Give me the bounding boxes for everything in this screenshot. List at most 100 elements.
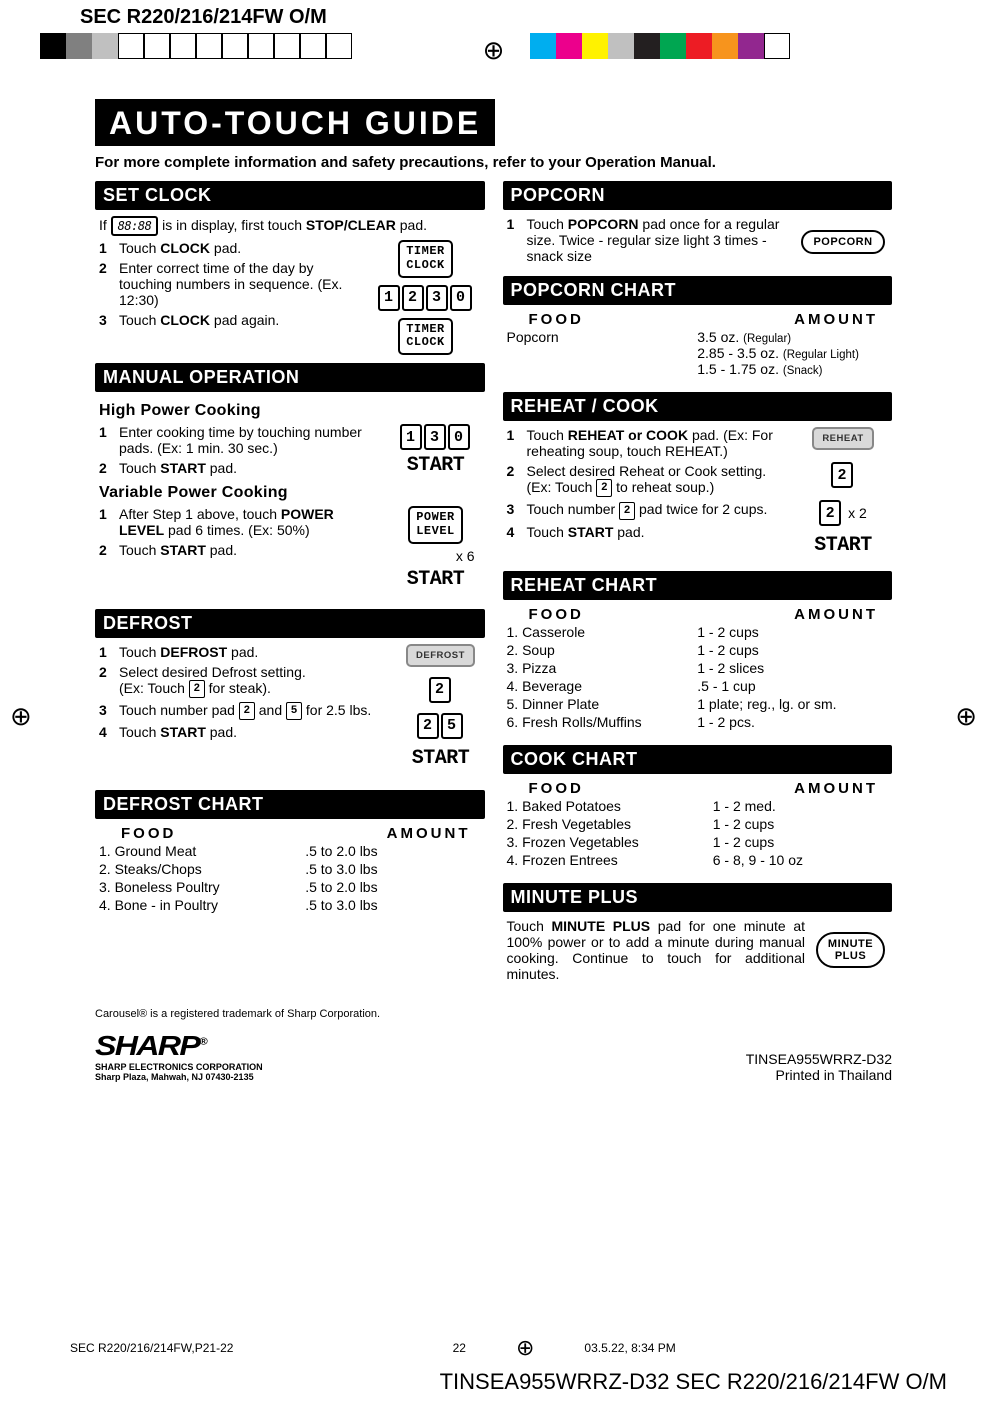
swatch xyxy=(660,33,686,59)
popcorn-chart-cols: FOODAMOUNT xyxy=(507,311,889,328)
reheat-key-2: 2 xyxy=(831,462,853,488)
popcorn-chart-row: Popcorn 3.5 oz. (Regular) 2.85 - 3.5 oz.… xyxy=(507,328,889,378)
print-swatch-bar: ⊕ xyxy=(0,29,987,69)
registration-mark-right-icon: ⊕ xyxy=(955,701,977,732)
reheat-chart-cols: FOODAMOUNT xyxy=(507,606,889,623)
swatch xyxy=(608,33,634,59)
table-row: 3. Pizza1 - 2 slices xyxy=(507,659,889,677)
clock-step-2: Enter correct time of the day by touchin… xyxy=(119,260,363,308)
swatch xyxy=(634,33,660,59)
popcorn-s1: Touch POPCORN pad once for a regular siz… xyxy=(527,216,791,264)
timer-clock-button-2[interactable]: TIMER CLOCK xyxy=(398,318,453,356)
swatch xyxy=(144,33,170,59)
table-row: 4. Frozen Entrees6 - 8, 9 - 10 oz xyxy=(507,851,889,869)
high-power-subhead: High Power Cooking xyxy=(99,402,481,420)
swatch xyxy=(582,33,608,59)
timer-clock-button[interactable]: TIMER CLOCK xyxy=(398,240,453,278)
table-row: 2. Soup1 - 2 cups xyxy=(507,641,889,659)
swatch xyxy=(66,33,92,59)
defrost-key-25a: 2 xyxy=(417,713,439,739)
popcorn-button[interactable]: POPCORN xyxy=(801,230,884,254)
manual-h1: Enter cooking time by touching number pa… xyxy=(119,424,383,456)
swatch xyxy=(712,33,738,59)
defrost-s3: Touch number pad 2 and 5 for 2.5 lbs. xyxy=(119,702,393,720)
table-row: 4. Bone - in Poultry.5 to 3.0 lbs xyxy=(99,896,481,914)
swatch xyxy=(222,33,248,59)
minute-plus-text: Touch MINUTE PLUS pad for one minute at … xyxy=(507,918,806,982)
registration-mark-icon: ⊕ xyxy=(483,35,505,66)
manual-v2: Touch START pad. xyxy=(119,542,383,558)
variable-power-subhead: Variable Power Cooking xyxy=(99,484,481,502)
reheat-s3: Touch number 2 pad twice for 2 cups. xyxy=(527,501,791,519)
manual-header: MANUAL OPERATION xyxy=(95,363,485,392)
clock-step-1: Touch CLOCK pad. xyxy=(119,240,363,256)
swatch xyxy=(118,33,144,59)
top-header: SEC R220/216/214FW O/M xyxy=(0,0,987,29)
swatch xyxy=(40,33,66,59)
start-label-4: START xyxy=(814,534,872,557)
table-row: 1. Casserole1 - 2 cups xyxy=(507,623,889,641)
defrost-s2: Select desired Defrost setting. (Ex: Tou… xyxy=(119,664,393,698)
clock-digits: 1230 xyxy=(378,285,474,311)
page-subtitle: For more complete information and safety… xyxy=(95,154,892,171)
start-label-3: START xyxy=(412,747,470,770)
sharp-addr: Sharp Plaza, Mahwah, NJ 07430-2135 xyxy=(95,1072,263,1082)
defrost-chart-header: DEFROST CHART xyxy=(95,790,485,819)
defrost-button[interactable]: DEFROST xyxy=(406,644,475,667)
time-digits: 130 xyxy=(400,424,472,450)
swatch xyxy=(530,33,556,59)
sharp-logo: SHARP® xyxy=(95,1030,206,1062)
set-clock-header: SET CLOCK xyxy=(95,181,485,210)
cook-chart-header: COOK CHART xyxy=(503,745,893,774)
print-footer: SEC R220/216/214FW,P21-22 22 ⊕ 03.5.22, … xyxy=(0,1335,987,1361)
power-level-button[interactable]: POWER LEVEL xyxy=(408,506,463,544)
swatch xyxy=(196,33,222,59)
swatch xyxy=(92,33,118,59)
defrost-chart-cols: FOODAMOUNT xyxy=(99,825,481,842)
swatch xyxy=(248,33,274,59)
table-row: 6. Fresh Rolls/Muffins1 - 2 pcs. xyxy=(507,713,889,731)
start-label: START xyxy=(407,454,465,477)
swatch xyxy=(764,33,790,59)
manual-v1: After Step 1 above, touch POWER LEVEL pa… xyxy=(119,506,383,538)
clock-step-3: Touch CLOCK pad again. xyxy=(119,312,363,328)
table-row: 2. Steaks/Chops.5 to 3.0 lbs xyxy=(99,860,481,878)
printed-in: Printed in Thailand xyxy=(746,1067,892,1083)
registration-mark-left-icon: ⊕ xyxy=(10,701,32,732)
bottom-code: TINSEA955WRRZ-D32 SEC R220/216/214FW O/M xyxy=(0,1369,987,1395)
display-lcd: 88:88 xyxy=(111,216,159,236)
print-code: TINSEA955WRRZ-D32 xyxy=(746,1051,892,1067)
registration-mark-bottom-icon: ⊕ xyxy=(516,1335,534,1361)
swatch xyxy=(274,33,300,59)
table-row: 3. Frozen Vegetables1 - 2 cups xyxy=(507,833,889,851)
start-label-2: START xyxy=(407,568,465,591)
table-row: 5. Dinner Plate1 plate; reg., lg. or sm. xyxy=(507,695,889,713)
reheat-s4: Touch START pad. xyxy=(527,524,791,540)
defrost-key-25b: 5 xyxy=(441,713,463,739)
table-row: 1. Baked Potatoes1 - 2 med. xyxy=(507,797,889,815)
set-clock-intro: If 88:88 is in display, first touch STOP… xyxy=(99,216,481,236)
minute-plus-button[interactable]: MINUTE PLUS xyxy=(816,932,885,968)
swatch xyxy=(170,33,196,59)
table-row: 2. Fresh Vegetables1 - 2 cups xyxy=(507,815,889,833)
swatch xyxy=(556,33,582,59)
reheat-s2: Select desired Reheat or Cook setting. (… xyxy=(527,463,791,497)
table-row: 1. Ground Meat.5 to 2.0 lbs xyxy=(99,842,481,860)
popcorn-chart-header: POPCORN CHART xyxy=(503,276,893,305)
trademark-note: Carousel® is a registered trademark of S… xyxy=(95,1008,892,1020)
swatch xyxy=(738,33,764,59)
reheat-button[interactable]: REHEAT xyxy=(812,427,873,450)
swatch xyxy=(326,33,352,59)
reheat-key-2b: 2 xyxy=(819,500,841,526)
popcorn-header: POPCORN xyxy=(503,181,893,210)
swatch xyxy=(300,33,326,59)
manual-h2: Touch START pad. xyxy=(119,460,383,476)
table-row: 3. Boneless Poultry.5 to 2.0 lbs xyxy=(99,878,481,896)
sharp-corp: SHARP ELECTRONICS CORPORATION xyxy=(95,1062,263,1072)
page-title: AUTO-TOUCH GUIDE xyxy=(95,99,495,146)
swatch xyxy=(686,33,712,59)
reheat-chart-header: REHEAT CHART xyxy=(503,571,893,600)
cook-chart-cols: FOODAMOUNT xyxy=(507,780,889,797)
x6-label: x 6 xyxy=(456,548,481,564)
table-row: 4. Beverage.5 - 1 cup xyxy=(507,677,889,695)
